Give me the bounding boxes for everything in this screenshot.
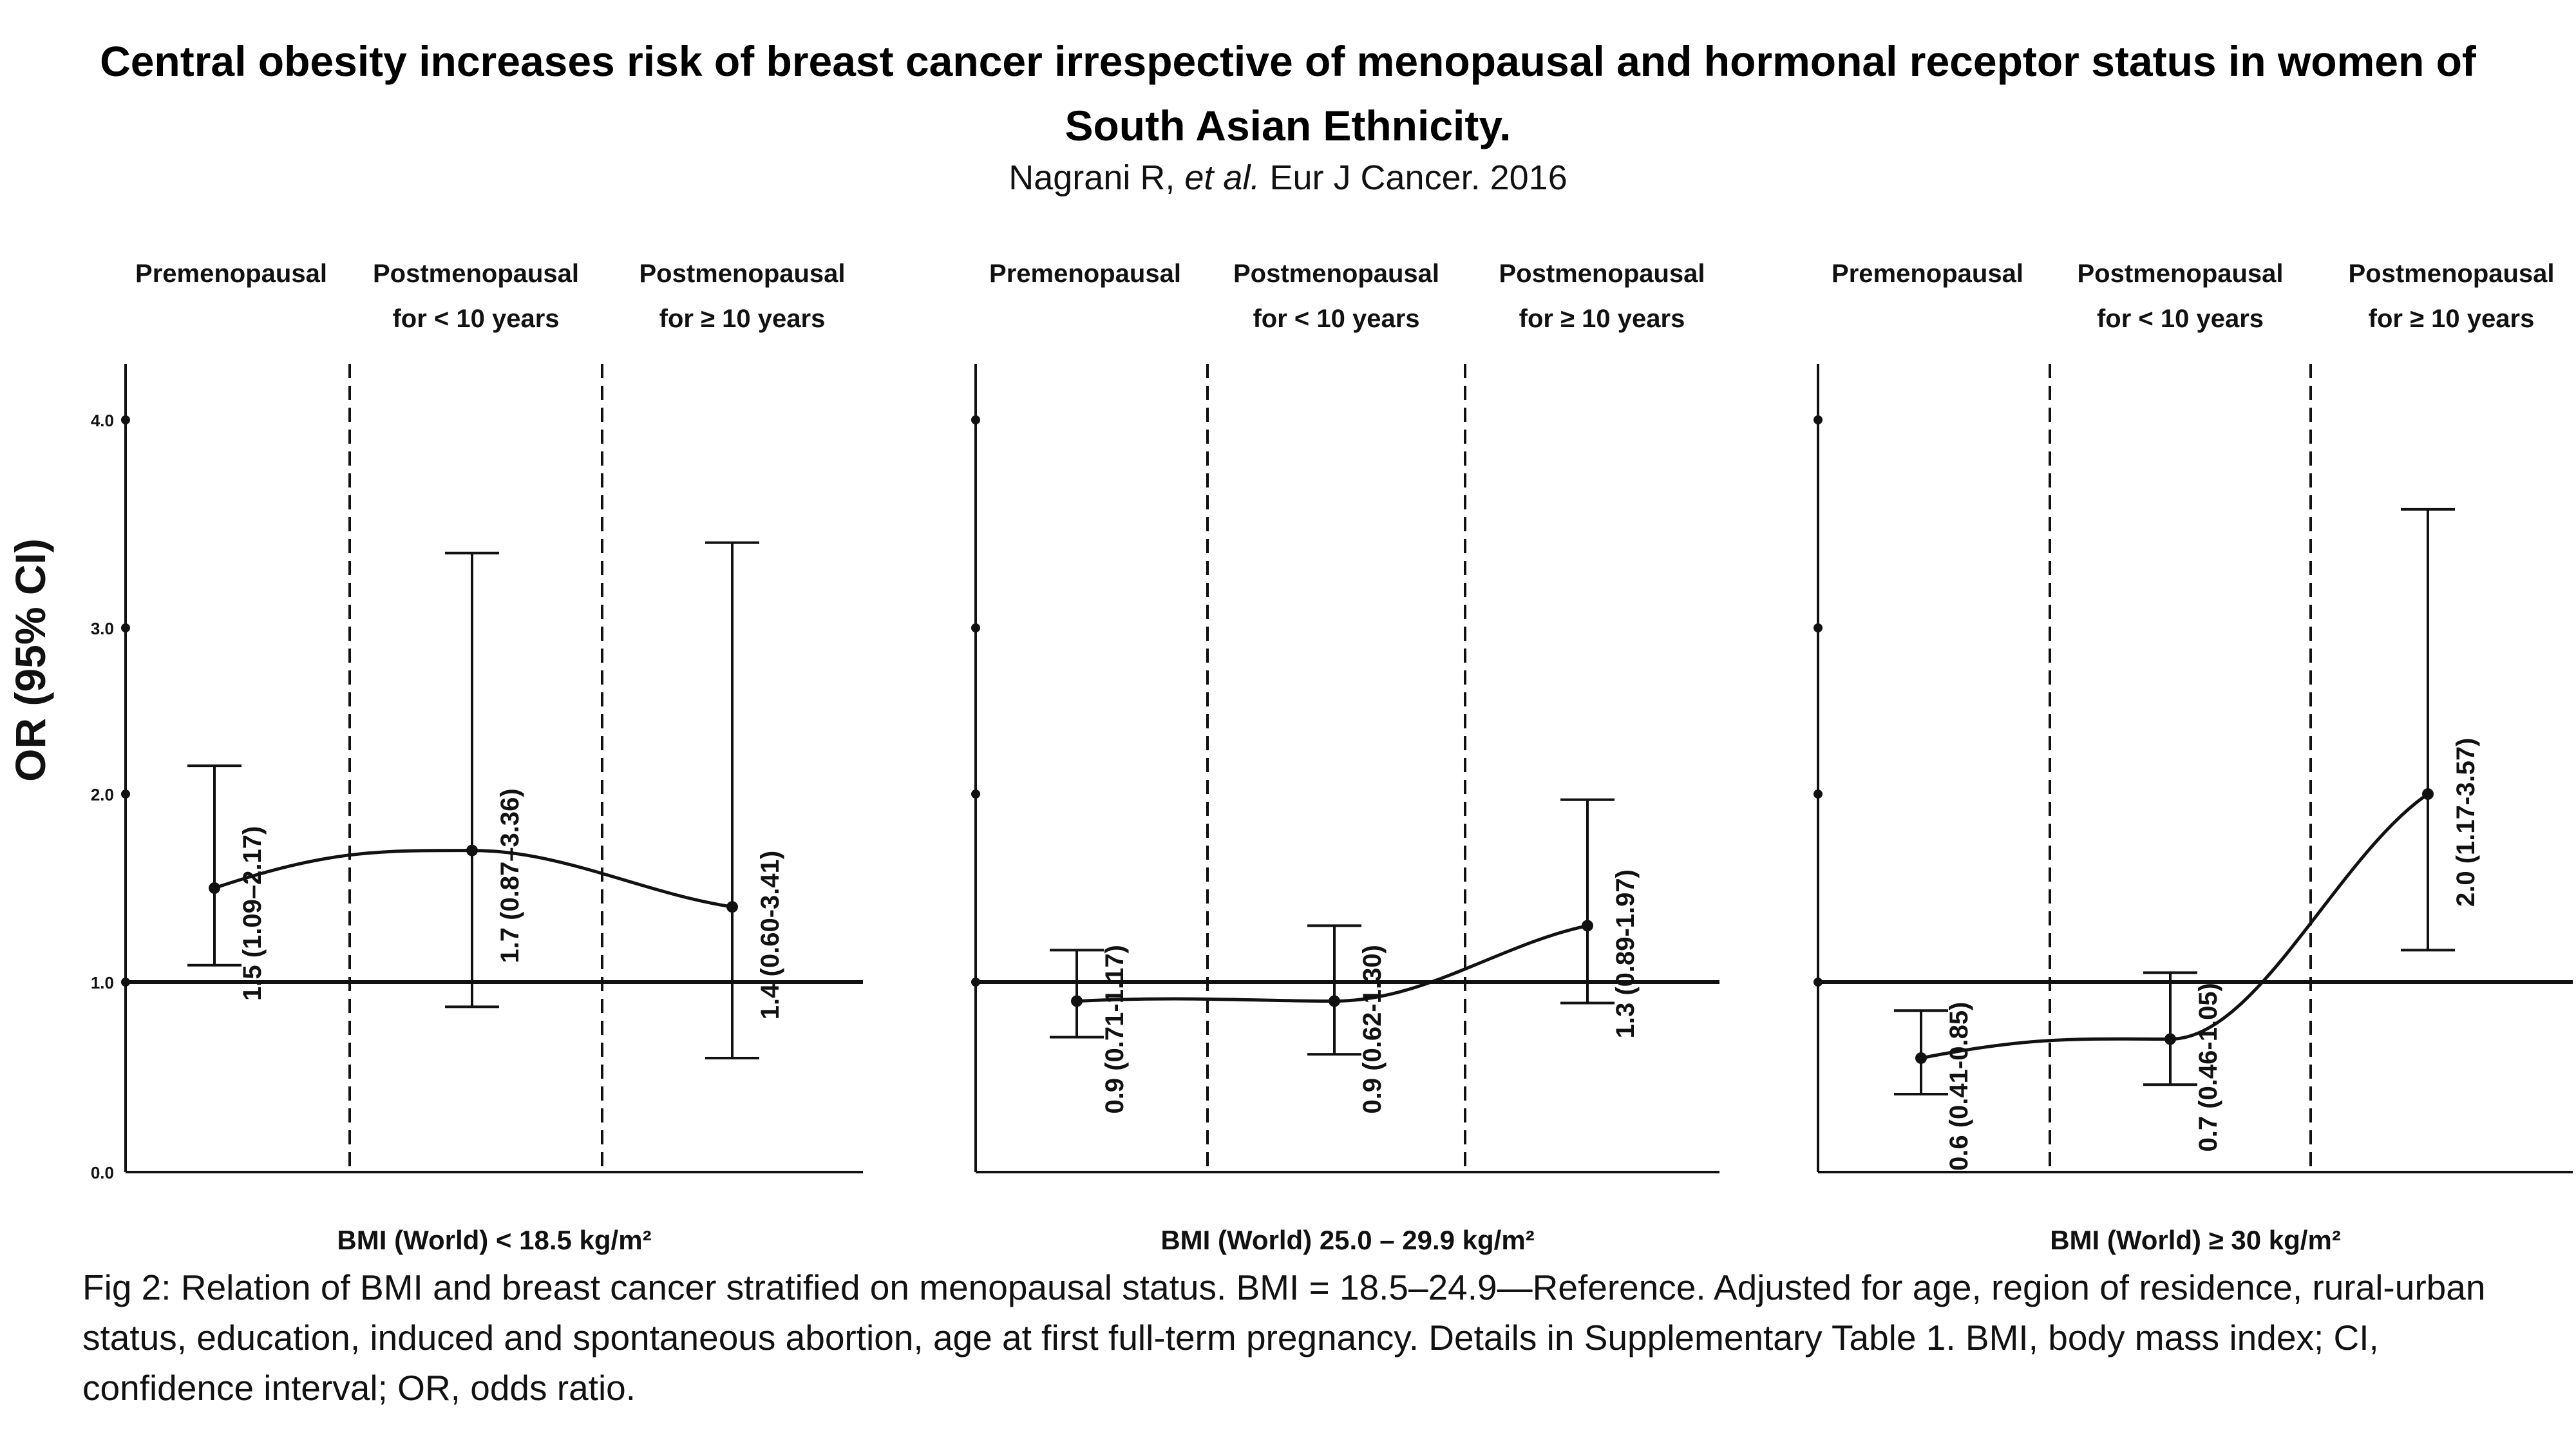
ci-label: 0.6 (0.41-0.85) [1945, 1002, 1973, 1171]
y-tick-mark [971, 978, 980, 987]
citation-journal: Eur J Cancer. 2016 [1269, 158, 1567, 197]
point-estimate [1582, 920, 1593, 932]
x-axis-label: BMI (World) < 18.5 kg/m² [337, 1225, 651, 1255]
x-axis-label: BMI (World) ≥ 30 kg/m² [2050, 1225, 2341, 1255]
citation-etal: et al. [1184, 158, 1260, 197]
y-tick-mark [971, 790, 980, 799]
group-header: Postmenopausal [1499, 260, 1705, 288]
point-estimate [466, 844, 478, 857]
citation: Nagrani R, et al. Eur J Cancer. 2016 [0, 158, 2576, 198]
group-header: Premenopausal [1832, 260, 2023, 288]
point-estimate [2422, 788, 2434, 800]
point-estimate [726, 901, 738, 913]
y-tick-label: 1.0 [91, 973, 114, 992]
y-tick-mark [121, 623, 130, 632]
y-tick-mark [1814, 978, 1823, 987]
group-header: Postmenopausal [2348, 260, 2554, 288]
y-tick-mark [971, 623, 980, 632]
point-estimate [1915, 1052, 1927, 1064]
ci-label: 0.9 (0.71-1.17) [1101, 945, 1129, 1113]
y-tick-mark [121, 978, 130, 987]
group-header: Postmenopausal [1233, 260, 1439, 288]
slide-title: Central obesity increases risk of breast… [100, 37, 2476, 149]
y-tick-label: 0.0 [91, 1163, 114, 1182]
ci-label: 1.4 (0.60-3.41) [756, 851, 784, 1019]
ci-label: 0.9 (0.62-1.30) [1358, 945, 1387, 1113]
y-tick-label: 4.0 [91, 411, 114, 430]
group-header-sub: for < 10 years [392, 305, 559, 333]
group-header-sub: for ≥ 10 years [1519, 305, 1685, 333]
group-header-sub: for ≥ 10 years [2369, 305, 2535, 333]
ci-label: 1.5 (1.09–2.17) [238, 826, 267, 1001]
group-header: Postmenopausal [2077, 260, 2283, 288]
y-tick-mark [1814, 623, 1823, 632]
group-header-sub: for < 10 years [2097, 305, 2264, 333]
figure-caption: Fig 2: Relation of BMI and breast cancer… [82, 1267, 2486, 1408]
ci-label: 1.3 (0.89-1.97) [1611, 869, 1640, 1038]
x-axis-label: BMI (World) 25.0 – 29.9 kg/m² [1160, 1225, 1534, 1255]
y-axis-label: OR (95% CI) [6, 538, 54, 782]
group-header: Postmenopausal [373, 260, 579, 288]
y-tick-mark [121, 415, 130, 424]
y-tick-mark [1814, 415, 1823, 424]
ci-label: 0.7 (0.46-1.05) [2194, 983, 2222, 1151]
trend-curve [1076, 923, 1588, 1003]
group-header: Premenopausal [135, 260, 327, 288]
trend-curve [1920, 792, 2429, 1060]
y-tick-mark [121, 790, 130, 799]
point-estimate [209, 882, 220, 894]
y-tick-mark [1814, 790, 1823, 799]
citation-authors: Nagrani R, [1009, 158, 1175, 197]
ci-label: 1.7 (0.87–3.36) [496, 788, 524, 963]
y-tick-mark [971, 415, 980, 424]
point-estimate [1329, 995, 1340, 1007]
y-tick-label: 2.0 [91, 785, 114, 804]
group-header: Premenopausal [989, 260, 1181, 288]
point-estimate [1071, 995, 1083, 1007]
point-estimate [2164, 1033, 2176, 1045]
group-header-sub: for < 10 years [1253, 305, 1419, 333]
group-header: Postmenopausal [639, 260, 845, 288]
y-tick-label: 3.0 [91, 619, 114, 638]
group-header-sub: for ≥ 10 years [659, 305, 826, 333]
ci-label: 2.0 (1.17-3.57) [2452, 738, 2480, 907]
